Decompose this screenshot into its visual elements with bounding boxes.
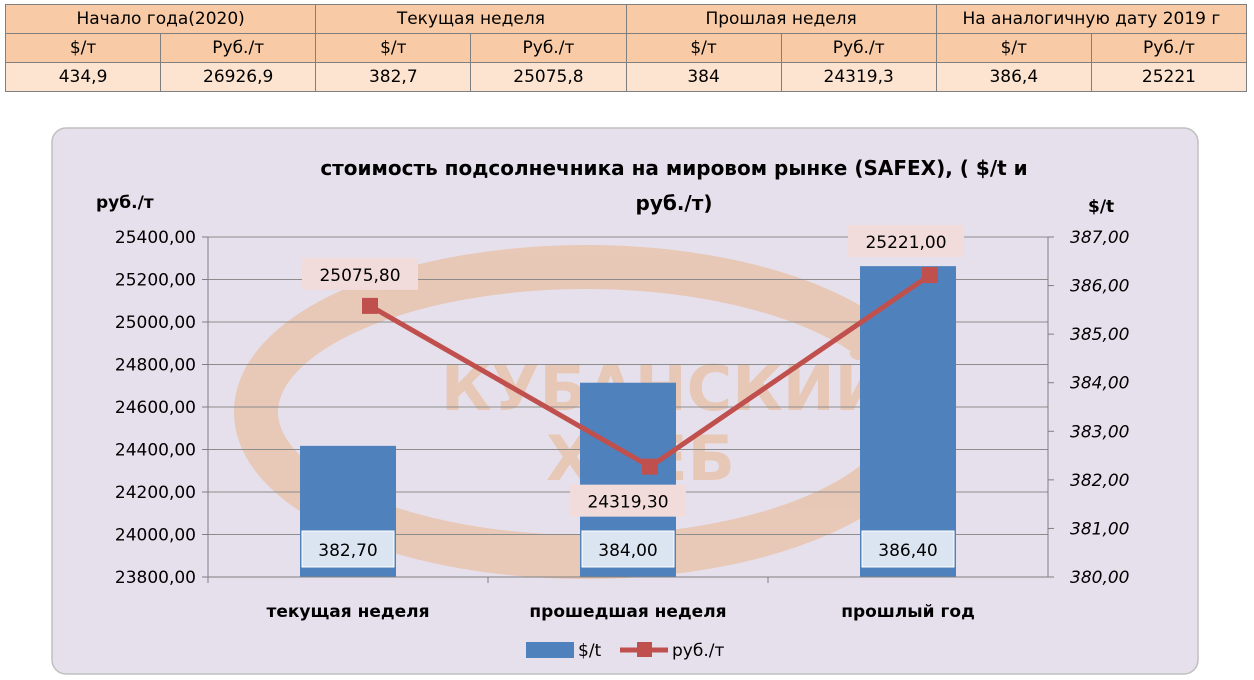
line-marker bbox=[642, 458, 658, 475]
unit-header: Руб./т bbox=[1090, 33, 1248, 63]
right-tick-label: 383,00 bbox=[1070, 422, 1129, 442]
group-header: Начало года(2020) bbox=[4, 4, 317, 34]
category-label: прошедшая неделя bbox=[529, 602, 726, 622]
line-label-box bbox=[302, 257, 418, 290]
legend-label: руб./т bbox=[672, 641, 724, 661]
category-label: текущая неделя bbox=[266, 602, 429, 622]
line-marker bbox=[362, 297, 378, 314]
table-cell: 25075,8 bbox=[470, 62, 627, 92]
left-tick-label: 24600,00 bbox=[115, 398, 196, 418]
right-axis-unit: $/t bbox=[1088, 197, 1114, 217]
left-tick-label: 25200,00 bbox=[115, 271, 196, 291]
left-tick-label: 24800,00 bbox=[115, 356, 196, 376]
unit-header: Руб./т bbox=[160, 33, 317, 63]
legend-label: $/t bbox=[578, 641, 602, 661]
chart-container: КУБАНСКИЙ ХЛЕБ стоимость подсолнечника н… bbox=[46, 122, 1206, 680]
line-data-label: 24319,30 bbox=[587, 493, 668, 513]
right-tick-label: 387,00 bbox=[1070, 228, 1129, 248]
table-cell: 386,4 bbox=[935, 62, 1092, 92]
group-header: Прошлая неделя bbox=[625, 4, 937, 34]
right-tick-label: 382,00 bbox=[1070, 471, 1129, 491]
bar-label-box bbox=[581, 530, 675, 568]
table-unit-row: $/т Руб./т $/т Руб./т $/т Руб./т $/т Руб… bbox=[4, 33, 1248, 63]
table-cell: 384 bbox=[625, 62, 782, 92]
unit-header: $/т bbox=[625, 33, 782, 63]
unit-header: Руб./т bbox=[780, 33, 937, 63]
line-marker bbox=[922, 267, 938, 284]
table-cell: 25221 bbox=[1090, 62, 1248, 92]
table-group-row: Начало года(2020) Текущая неделя Прошлая… bbox=[4, 4, 1248, 34]
chart-title-line2: руб./т) bbox=[636, 191, 713, 215]
legend-swatch-marker bbox=[637, 642, 652, 657]
left-tick-label: 24000,00 bbox=[115, 526, 196, 546]
legend: $/t руб./т bbox=[526, 641, 724, 661]
line-label-box bbox=[570, 484, 686, 517]
unit-header: Руб./т bbox=[470, 33, 627, 63]
group-header: На аналогичную дату 2019 г bbox=[935, 4, 1248, 34]
bar-label-box bbox=[861, 530, 955, 568]
left-axis-unit: руб./т bbox=[96, 193, 154, 213]
price-table: Начало года(2020) Текущая неделя Прошлая… bbox=[4, 4, 1248, 92]
left-tick-label: 24200,00 bbox=[115, 483, 196, 503]
unit-header: $/т bbox=[315, 33, 472, 63]
table-value-row: 434,9 26926,9 382,7 25075,8 384 24319,3 … bbox=[4, 62, 1248, 92]
unit-header: $/т bbox=[935, 33, 1092, 63]
left-tick-label: 25000,00 bbox=[115, 313, 196, 333]
legend-swatch-bar bbox=[526, 642, 574, 658]
bar-data-label: 384,00 bbox=[598, 541, 657, 561]
category-label: прошлый год bbox=[841, 602, 975, 622]
unit-header: $/т bbox=[4, 33, 162, 63]
group-header: Текущая неделя bbox=[315, 4, 627, 34]
table-cell: 26926,9 bbox=[160, 62, 317, 92]
chart-title: стоимость подсолнечника на мировом рынке… bbox=[320, 156, 1027, 180]
right-tick-label: 381,00 bbox=[1070, 519, 1129, 539]
line-data-label: 25221,00 bbox=[865, 233, 946, 253]
left-tick-label: 25400,00 bbox=[115, 228, 196, 248]
bar-data-label: 386,40 bbox=[878, 541, 937, 561]
bar bbox=[860, 266, 956, 577]
chart-svg: КУБАНСКИЙ ХЛЕБ стоимость подсолнечника н… bbox=[51, 127, 1199, 675]
axes: 23800,00 24000,00 24200,00 24400,00 24600,00… bbox=[115, 228, 1130, 622]
right-tick-label: 380,00 bbox=[1070, 568, 1129, 588]
table-cell: 382,7 bbox=[315, 62, 472, 92]
bar-data-label: 382,70 bbox=[318, 541, 377, 561]
bar-label-box bbox=[301, 530, 395, 568]
line-label-box bbox=[848, 225, 964, 258]
left-tick-label: 24400,00 bbox=[115, 441, 196, 461]
table-cell: 434,9 bbox=[4, 62, 162, 92]
left-tick-label: 23800,00 bbox=[115, 568, 196, 588]
table-cell: 24319,3 bbox=[780, 62, 937, 92]
right-tick-label: 386,00 bbox=[1070, 277, 1129, 297]
right-tick-label: 384,00 bbox=[1070, 374, 1129, 394]
right-tick-label: 385,00 bbox=[1070, 325, 1129, 345]
line-series bbox=[362, 267, 938, 475]
line-data-label: 25075,80 bbox=[319, 266, 400, 286]
data-labels: 382,70 384,00 386,40 25075,80 24319,30 25221,… bbox=[301, 225, 964, 568]
